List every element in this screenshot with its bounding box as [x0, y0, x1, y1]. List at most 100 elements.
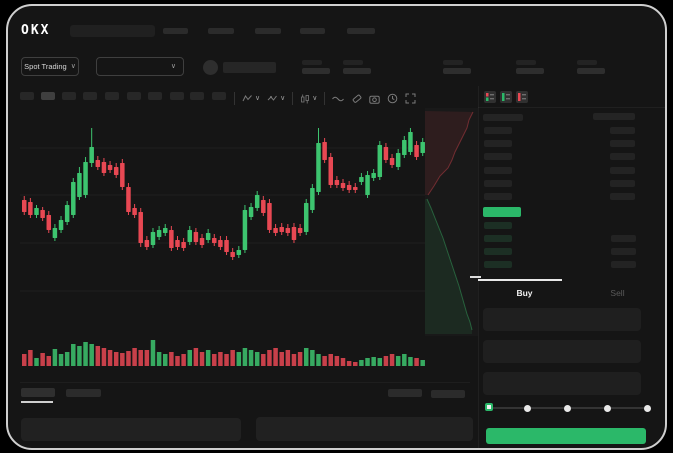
ask-size-placeholder[interactable] [610, 193, 635, 200]
candle [254, 195, 260, 208]
ask-size-placeholder[interactable] [610, 153, 635, 160]
ask-price-placeholder[interactable] [484, 127, 512, 134]
candlestick-chart[interactable] [20, 110, 425, 332]
bid-size-placeholder[interactable] [611, 248, 636, 255]
ask-price-placeholder[interactable] [484, 153, 512, 160]
nav-item-placeholder[interactable] [208, 28, 234, 34]
orderbook-view-switcher [484, 91, 528, 103]
stat-label-placeholder [577, 60, 597, 65]
fullscreen-icon[interactable] [405, 93, 416, 104]
buy-button[interactable] [486, 428, 646, 444]
orderbook-last-price[interactable] [483, 207, 521, 217]
bid-size-placeholder[interactable] [611, 235, 636, 242]
bottom-tab-active[interactable] [21, 388, 55, 397]
bid-price-placeholder[interactable] [484, 261, 512, 268]
volume-bar [365, 358, 370, 366]
bid-price-placeholder[interactable] [484, 222, 512, 229]
candle [359, 177, 364, 182]
stat-value-placeholder [443, 68, 471, 74]
order-price-field[interactable] [483, 308, 641, 331]
timeframe-button[interactable] [190, 92, 204, 100]
timeframe-button[interactable] [41, 92, 55, 100]
candle [303, 203, 309, 232]
bid-size-placeholder[interactable] [611, 261, 636, 268]
nav-item-placeholder[interactable] [300, 28, 325, 34]
pair-dropdown[interactable]: ∨ [96, 57, 184, 76]
bottom-input-placeholder[interactable] [256, 417, 473, 441]
market-type-label: Spot Trading [24, 62, 67, 71]
volume-bar [101, 348, 107, 366]
candle [230, 252, 235, 257]
bottom-action-placeholder[interactable] [388, 389, 422, 397]
nav-item-placeholder[interactable] [347, 28, 375, 34]
camera-icon[interactable] [369, 94, 381, 104]
wave-line-icon[interactable] [332, 95, 345, 103]
candle [120, 163, 125, 187]
ask-size-placeholder[interactable] [610, 127, 635, 134]
bottom-input-placeholder[interactable] [21, 418, 241, 441]
ask-size-placeholder[interactable] [610, 180, 635, 187]
nav-item-placeholder[interactable] [163, 28, 188, 34]
market-type-selector[interactable]: Spot Trading ∨ [21, 57, 79, 76]
clock-icon[interactable] [387, 93, 398, 104]
candle [248, 207, 254, 217]
slider-stop[interactable] [524, 405, 531, 412]
volume-bar [279, 352, 284, 366]
tab-buy[interactable]: Buy [516, 288, 533, 298]
candle [297, 228, 303, 233]
slider-stop[interactable] [604, 405, 611, 412]
timeframe-button[interactable] [212, 92, 226, 100]
trend-zigzag-icon[interactable]: ∨ [267, 94, 285, 103]
candle [150, 232, 156, 245]
nav-item-placeholder[interactable] [255, 28, 281, 34]
candle [242, 210, 248, 250]
timeframe-button[interactable] [83, 92, 97, 100]
drawing-toolbar: ∨ ∨ ∨ [234, 92, 416, 105]
bottom-tab[interactable] [66, 389, 101, 397]
timeframe-button[interactable] [20, 92, 34, 100]
eraser-icon[interactable] [351, 93, 362, 104]
asks-only-icon[interactable] [516, 91, 528, 103]
slider-stop[interactable] [564, 405, 571, 412]
timeframe-button[interactable] [148, 92, 162, 100]
chevron-down-icon: ∨ [70, 63, 76, 70]
candle [89, 147, 94, 163]
indicator-zigzag-icon[interactable]: ∨ [242, 94, 260, 103]
orderbook-col-header [593, 113, 635, 120]
candle [52, 228, 58, 238]
volume-bar [64, 352, 70, 366]
order-total-field[interactable] [483, 372, 641, 395]
ask-price-placeholder[interactable] [484, 167, 512, 174]
ask-size-placeholder[interactable] [610, 167, 635, 174]
volume-bar [132, 348, 137, 366]
timeframe-button[interactable] [127, 92, 141, 100]
candle [408, 132, 413, 152]
volume-bar [316, 354, 321, 366]
ask-price-placeholder[interactable] [484, 193, 512, 200]
candle [144, 240, 150, 247]
volume-bar [199, 352, 205, 366]
volume-bar [371, 357, 376, 366]
tab-sell[interactable]: Sell [610, 288, 625, 298]
search-bar-placeholder[interactable] [70, 25, 155, 37]
slider-stop[interactable] [644, 405, 651, 412]
pair-name-placeholder[interactable] [223, 62, 276, 73]
bids-only-icon[interactable] [500, 91, 512, 103]
amount-slider-handle[interactable] [485, 403, 493, 411]
timeframe-button[interactable] [105, 92, 119, 100]
ask-price-placeholder[interactable] [484, 140, 512, 147]
ask-size-placeholder[interactable] [610, 140, 635, 147]
bid-price-placeholder[interactable] [484, 248, 512, 255]
combined-book-icon[interactable] [484, 91, 496, 103]
volume-bar [175, 356, 180, 366]
timeframe-button[interactable] [62, 92, 76, 100]
order-amount-field[interactable] [483, 340, 641, 363]
bid-price-placeholder[interactable] [484, 235, 512, 242]
ask-price-placeholder[interactable] [484, 180, 512, 187]
candle [346, 185, 352, 190]
bottom-action-placeholder[interactable] [431, 390, 465, 398]
volume-bar [150, 340, 156, 366]
timeframe-button[interactable] [170, 92, 184, 100]
candle [138, 212, 143, 243]
candle-style-icon[interactable]: ∨ [300, 94, 317, 104]
